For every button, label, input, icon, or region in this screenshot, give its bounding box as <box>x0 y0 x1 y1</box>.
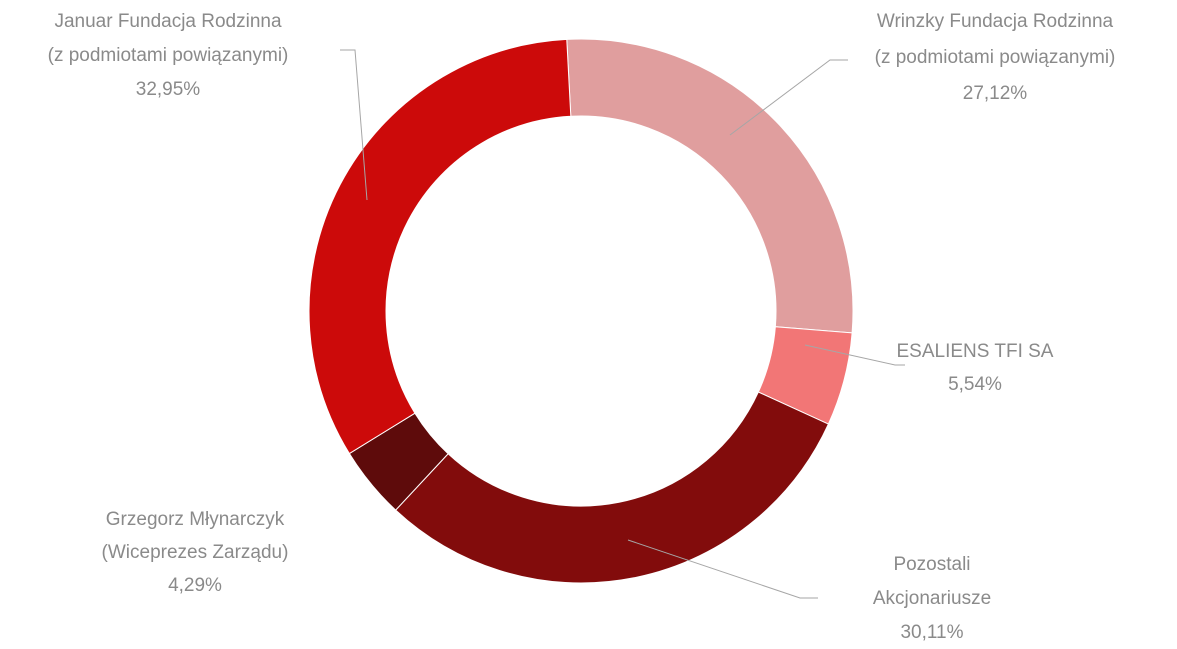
slice-label: Pozostali <box>893 554 970 575</box>
slice-label: Akcjonariusze <box>873 588 991 609</box>
slice-label: Grzegorz Młynarczyk <box>106 509 285 530</box>
donut-segment <box>394 391 830 584</box>
value-label: 30,11% <box>900 622 963 643</box>
leader-line <box>729 59 848 136</box>
leader-line <box>627 539 818 599</box>
value-label: 27,12% <box>963 83 1028 104</box>
leader-line <box>340 49 368 201</box>
slice-label: (Wiceprezes Zarządu) <box>102 542 289 563</box>
value-label: 4,29% <box>168 575 222 596</box>
value-label: 5,54% <box>948 374 1002 395</box>
slice-label: Januar Fundacja Rodzinna <box>54 11 282 32</box>
slice-label: (z podmiotami powiązanymi) <box>875 47 1116 68</box>
value-label: 32,95% <box>136 79 201 100</box>
slice-label: (z podmiotami powiązanymi) <box>48 45 289 66</box>
leader-line <box>804 344 905 366</box>
donut-segment <box>308 38 572 455</box>
donut-segment <box>566 38 854 334</box>
slice-label: Wrinzky Fundacja Rodzinna <box>877 11 1114 32</box>
slice-label: ESALIENS TFI SA <box>897 341 1054 362</box>
